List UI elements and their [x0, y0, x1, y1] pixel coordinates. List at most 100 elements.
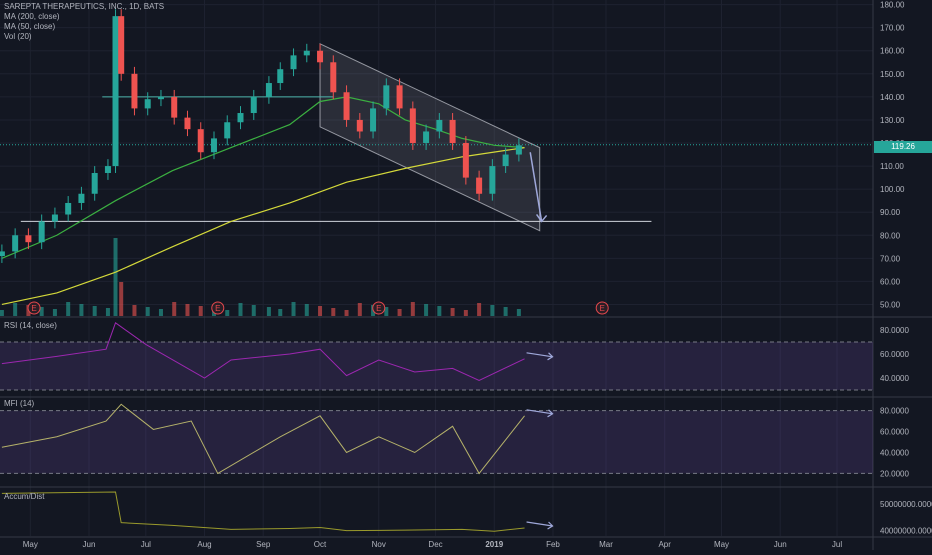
- x-tick-label: May: [714, 540, 729, 549]
- rsi-y-tick-label: 60.0000: [880, 350, 909, 359]
- volume-bar: [384, 307, 389, 316]
- mfi-y-tick-label: 40.0000: [880, 448, 909, 457]
- mfi-trend-arrow-head: [547, 409, 554, 418]
- ad-trend-arrow-head: [547, 521, 554, 530]
- earnings-marker: [27, 301, 41, 315]
- volume-bar: [185, 304, 190, 316]
- candle-body: [237, 113, 244, 123]
- volume-bar: [318, 306, 323, 316]
- x-tick-label: May: [23, 540, 38, 549]
- candle-body: [515, 145, 522, 155]
- candle-body: [317, 50, 324, 63]
- volume-bar: [304, 304, 309, 316]
- volume-bar: [66, 302, 71, 316]
- mfi-trend-arrow: [526, 409, 553, 415]
- volume-bar: [251, 305, 256, 316]
- candle-body: [131, 73, 138, 109]
- candle-body: [343, 92, 350, 120]
- candle-body: [462, 143, 469, 178]
- volume-bar: [79, 304, 84, 316]
- candle-body: [104, 166, 111, 173]
- y-tick-label: 150.00: [880, 70, 905, 79]
- candle-body: [12, 235, 19, 252]
- volume-bar: [158, 309, 163, 316]
- candle-body: [383, 85, 390, 109]
- volume-bar: [145, 307, 150, 316]
- x-tick-label: Jun: [774, 540, 787, 549]
- earnings-marker-label: E: [600, 304, 605, 313]
- candle-body: [112, 16, 119, 167]
- candle-body: [396, 85, 403, 109]
- candle-body: [370, 108, 377, 132]
- ma200-label: MA (200, close): [4, 12, 60, 21]
- x-tick-label: Dec: [428, 540, 442, 549]
- earnings-marker: [595, 301, 609, 315]
- x-tick-label: 2019: [485, 540, 503, 549]
- volume-bar: [437, 306, 442, 316]
- volume-bar: [477, 303, 482, 316]
- volume-bar: [198, 306, 203, 316]
- volume-bar: [0, 310, 4, 316]
- x-tick-label: Mar: [599, 540, 613, 549]
- x-tick-label: Feb: [546, 540, 560, 549]
- volume-bar: [424, 304, 429, 316]
- y-tick-label: 90.00: [880, 208, 901, 217]
- ma50-label: MA (50, close): [4, 22, 56, 31]
- volume-bar: [105, 308, 110, 316]
- earnings-marker: [372, 301, 386, 315]
- descending-channel: [319, 43, 541, 232]
- volume-bar: [132, 305, 137, 316]
- candle-body: [25, 235, 32, 243]
- rsi-trend-arrow: [526, 352, 553, 358]
- x-tick-label: Jun: [83, 540, 96, 549]
- rsi-y-tick-label: 40.0000: [880, 374, 909, 383]
- candle-body: [290, 55, 297, 70]
- volume-bar: [278, 309, 283, 316]
- volume-bar: [410, 302, 415, 316]
- candle-body: [436, 119, 443, 132]
- candle-body: [265, 83, 272, 97]
- volume-bar: [357, 303, 362, 316]
- last-price-badge: 119.26: [874, 141, 932, 153]
- candle-body: [197, 129, 204, 153]
- y-tick-label: 180.00: [880, 1, 905, 10]
- volume-bar: [225, 310, 230, 316]
- volume-bar: [291, 302, 296, 316]
- rsi-label: RSI (14, close): [4, 321, 57, 330]
- candle-body: [476, 177, 483, 194]
- candle-body: [409, 108, 416, 144]
- candle-body: [91, 172, 98, 194]
- x-tick-label: Jul: [141, 540, 151, 549]
- candle-body: [210, 138, 217, 153]
- volume-bar: [172, 302, 177, 316]
- candle-body: [423, 131, 430, 144]
- candle-body: [330, 62, 337, 93]
- y-tick-label: 130.00: [880, 116, 905, 125]
- mfi-legend: MFI (14): [4, 399, 34, 409]
- ad-legend: Accum/Dist: [4, 492, 44, 502]
- y-tick-label: 100.00: [880, 185, 905, 194]
- volume-bar: [92, 306, 97, 316]
- ma200-line: [1, 147, 525, 306]
- ad-trend-arrow: [526, 521, 553, 527]
- ad-label: Accum/Dist: [4, 492, 45, 501]
- ad-line: [1, 491, 525, 532]
- mfi-band: [0, 410, 873, 474]
- ad-y-tick-label: 50000000.0000: [880, 500, 932, 509]
- x-tick-label: Apr: [658, 540, 671, 549]
- volume-bar: [119, 282, 124, 316]
- candle-body: [250, 96, 257, 114]
- volume-bar: [266, 307, 271, 316]
- volume-bar: [13, 303, 18, 316]
- earnings-marker-label: E: [215, 304, 220, 313]
- volume-bar: [503, 307, 508, 316]
- volume-bar: [516, 309, 521, 316]
- y-tick-label: 50.00: [880, 300, 901, 309]
- candle-body: [38, 221, 45, 243]
- candle-body: [0, 251, 5, 257]
- volume-bar: [238, 303, 243, 316]
- candle-body: [303, 50, 310, 56]
- x-tick-label: Jul: [832, 540, 842, 549]
